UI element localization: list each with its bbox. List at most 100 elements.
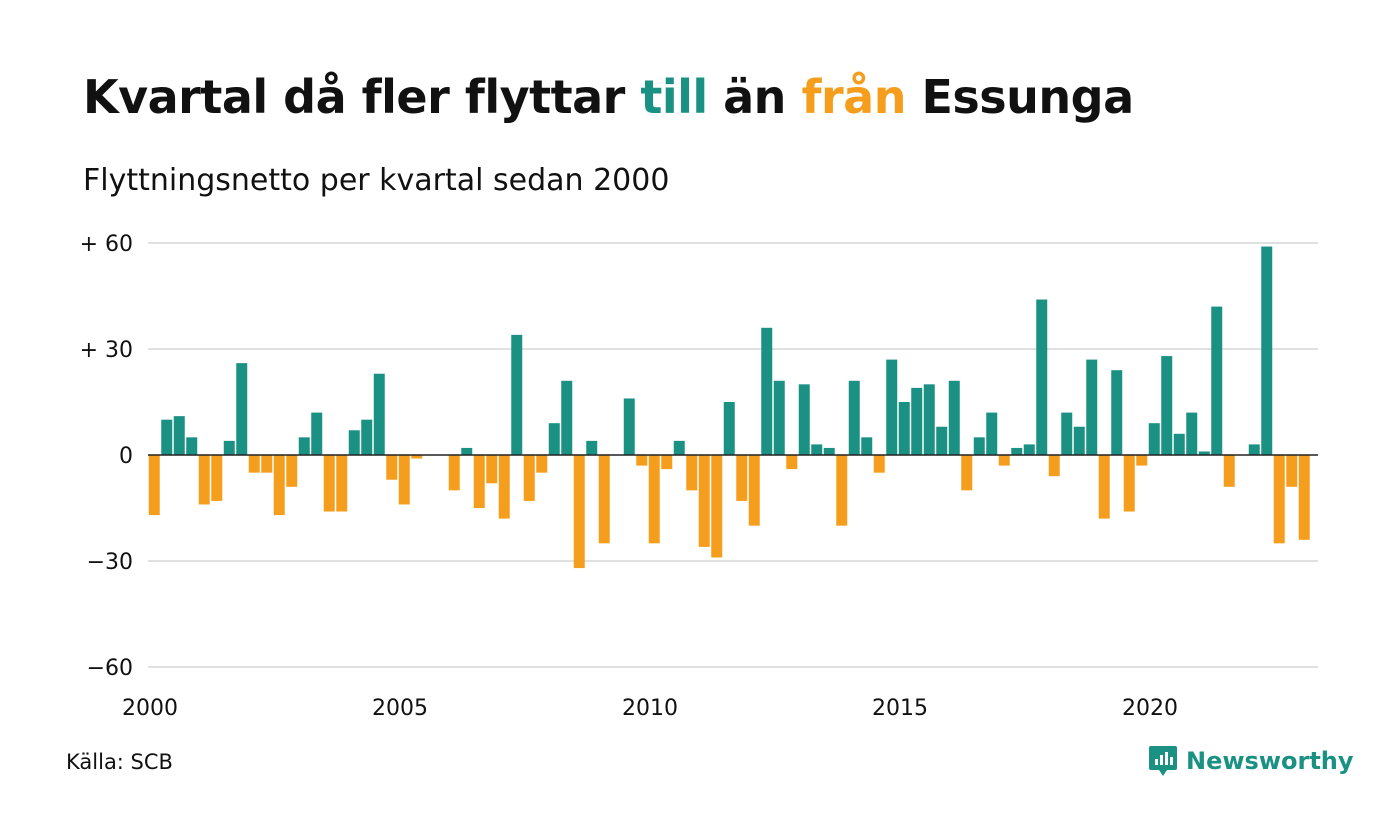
bar-2019-q2 <box>1111 370 1123 455</box>
y-tick-label: −60 <box>87 656 133 681</box>
bar-2018-q1 <box>1048 455 1060 477</box>
bar-2004-q1 <box>348 430 360 455</box>
bar-2011-q4 <box>736 455 748 501</box>
title-highlight-out: från <box>801 70 906 124</box>
bars <box>148 246 1310 569</box>
bar-2016-q3 <box>973 437 985 455</box>
bar-2003-q3 <box>323 455 335 512</box>
bar-2020-q4 <box>1186 412 1198 455</box>
bar-2009-q3 <box>623 398 635 455</box>
bar-2001-q4 <box>236 363 248 455</box>
x-axis-ticks: 2000 2005 2010 2015 2020 <box>122 696 1178 721</box>
bar-2000-q2 <box>161 419 173 455</box>
bar-2015-q1 <box>898 402 910 455</box>
bar-2006-q4 <box>486 455 498 484</box>
bar-2015-q4 <box>936 426 948 455</box>
bar-2015-q2 <box>911 387 923 455</box>
chart-subtitle: Flyttningsnetto per kvartal sedan 2000 <box>83 163 670 198</box>
bar-2012-q1 <box>748 455 760 526</box>
bar-2005-q1 <box>398 455 410 505</box>
grid-lines <box>148 242 1318 668</box>
bar-2013-q2 <box>811 444 823 455</box>
source-label: Källa: SCB <box>66 750 173 774</box>
bar-2015-q3 <box>923 384 935 455</box>
y-tick-label: + 30 <box>80 338 133 363</box>
bar-2011-q1 <box>698 455 710 547</box>
bar-2022-q3 <box>1273 455 1285 544</box>
bar-2004-q4 <box>386 455 398 480</box>
bar-2013-q3 <box>823 447 835 455</box>
bar-2013-q4 <box>836 455 848 526</box>
x-tick-label: 2005 <box>372 696 428 721</box>
bar-2000-q4 <box>186 437 198 455</box>
bar-2014-q4 <box>886 359 898 455</box>
x-tick-label: 2015 <box>872 696 928 721</box>
bar-2022-q4 <box>1286 455 1298 487</box>
bar-2009-q1 <box>598 455 610 544</box>
bar-2014-q2 <box>861 437 873 455</box>
x-tick-label: 2010 <box>622 696 678 721</box>
brand: Newsworthy <box>1148 744 1354 778</box>
bar-2020-q1 <box>1148 423 1160 455</box>
bar-2006-q3 <box>473 455 485 508</box>
bar-2002-q2 <box>261 455 273 473</box>
chart-title: Kvartal då fler flyttar till än från Ess… <box>83 72 1134 123</box>
y-tick-label: 0 <box>119 444 133 469</box>
bar-2017-q1 <box>998 455 1010 466</box>
bar-2006-q2 <box>461 447 473 455</box>
bar-2012-q2 <box>761 327 773 455</box>
x-tick-label: 2000 <box>122 696 178 721</box>
bar-2000-q1 <box>148 455 160 516</box>
bar-2021-q2 <box>1211 306 1223 455</box>
bar-2011-q2 <box>711 455 723 558</box>
bar-2006-q1 <box>448 455 460 491</box>
bar-2023-q1 <box>1298 455 1310 540</box>
bar-2007-q1 <box>498 455 510 519</box>
bar-2016-q2 <box>961 455 973 491</box>
bar-2017-q3 <box>1023 444 1035 455</box>
bar-2016-q1 <box>948 380 960 455</box>
bar-2001-q3 <box>223 440 235 455</box>
bar-2002-q4 <box>286 455 298 487</box>
bar-2018-q4 <box>1086 359 1098 455</box>
bar-2005-q2 <box>411 455 423 459</box>
bar-2004-q2 <box>361 419 373 455</box>
bar-2010-q4 <box>686 455 698 491</box>
bar-2008-q2 <box>561 380 573 455</box>
bar-2001-q2 <box>211 455 223 501</box>
bar-2017-q2 <box>1011 447 1023 455</box>
bar-2012-q3 <box>773 380 785 455</box>
x-tick-label: 2020 <box>1122 696 1178 721</box>
bar-2017-q4 <box>1036 299 1048 455</box>
bar-2007-q3 <box>523 455 535 501</box>
bar-chart: + 60 + 30 0 −30 −60 2000 2005 2010 2015 2020 <box>80 232 1318 721</box>
bar-2019-q1 <box>1098 455 1110 519</box>
bar-2003-q4 <box>336 455 348 512</box>
title-part-2: än <box>707 70 802 124</box>
bar-2014-q3 <box>873 455 885 473</box>
bar-2012-q4 <box>786 455 798 470</box>
newsworthy-logo-icon <box>1149 746 1177 776</box>
bar-2002-q3 <box>273 455 285 516</box>
bar-2008-q4 <box>586 440 598 455</box>
title-highlight-in: till <box>640 70 708 124</box>
bar-2020-q2 <box>1161 356 1173 455</box>
bar-2021-q3 <box>1223 455 1235 487</box>
bar-2019-q4 <box>1136 455 1148 466</box>
bar-2002-q1 <box>248 455 260 473</box>
bar-2008-q3 <box>573 455 585 569</box>
bar-2021-q1 <box>1198 451 1210 455</box>
bar-2011-q3 <box>723 402 735 455</box>
title-part-1: Kvartal då fler flyttar <box>83 70 641 124</box>
bar-2001-q1 <box>198 455 210 505</box>
y-tick-label: −30 <box>87 550 133 575</box>
bar-2004-q3 <box>373 373 385 455</box>
bar-2020-q3 <box>1173 433 1185 455</box>
bar-2010-q3 <box>673 440 685 455</box>
bar-2000-q3 <box>173 416 185 455</box>
y-axis-ticks: + 60 + 30 0 −30 −60 <box>80 232 133 681</box>
bar-2014-q1 <box>848 380 860 455</box>
bar-2010-q2 <box>661 455 673 470</box>
bar-2018-q3 <box>1073 426 1085 455</box>
bar-2003-q2 <box>311 412 323 455</box>
